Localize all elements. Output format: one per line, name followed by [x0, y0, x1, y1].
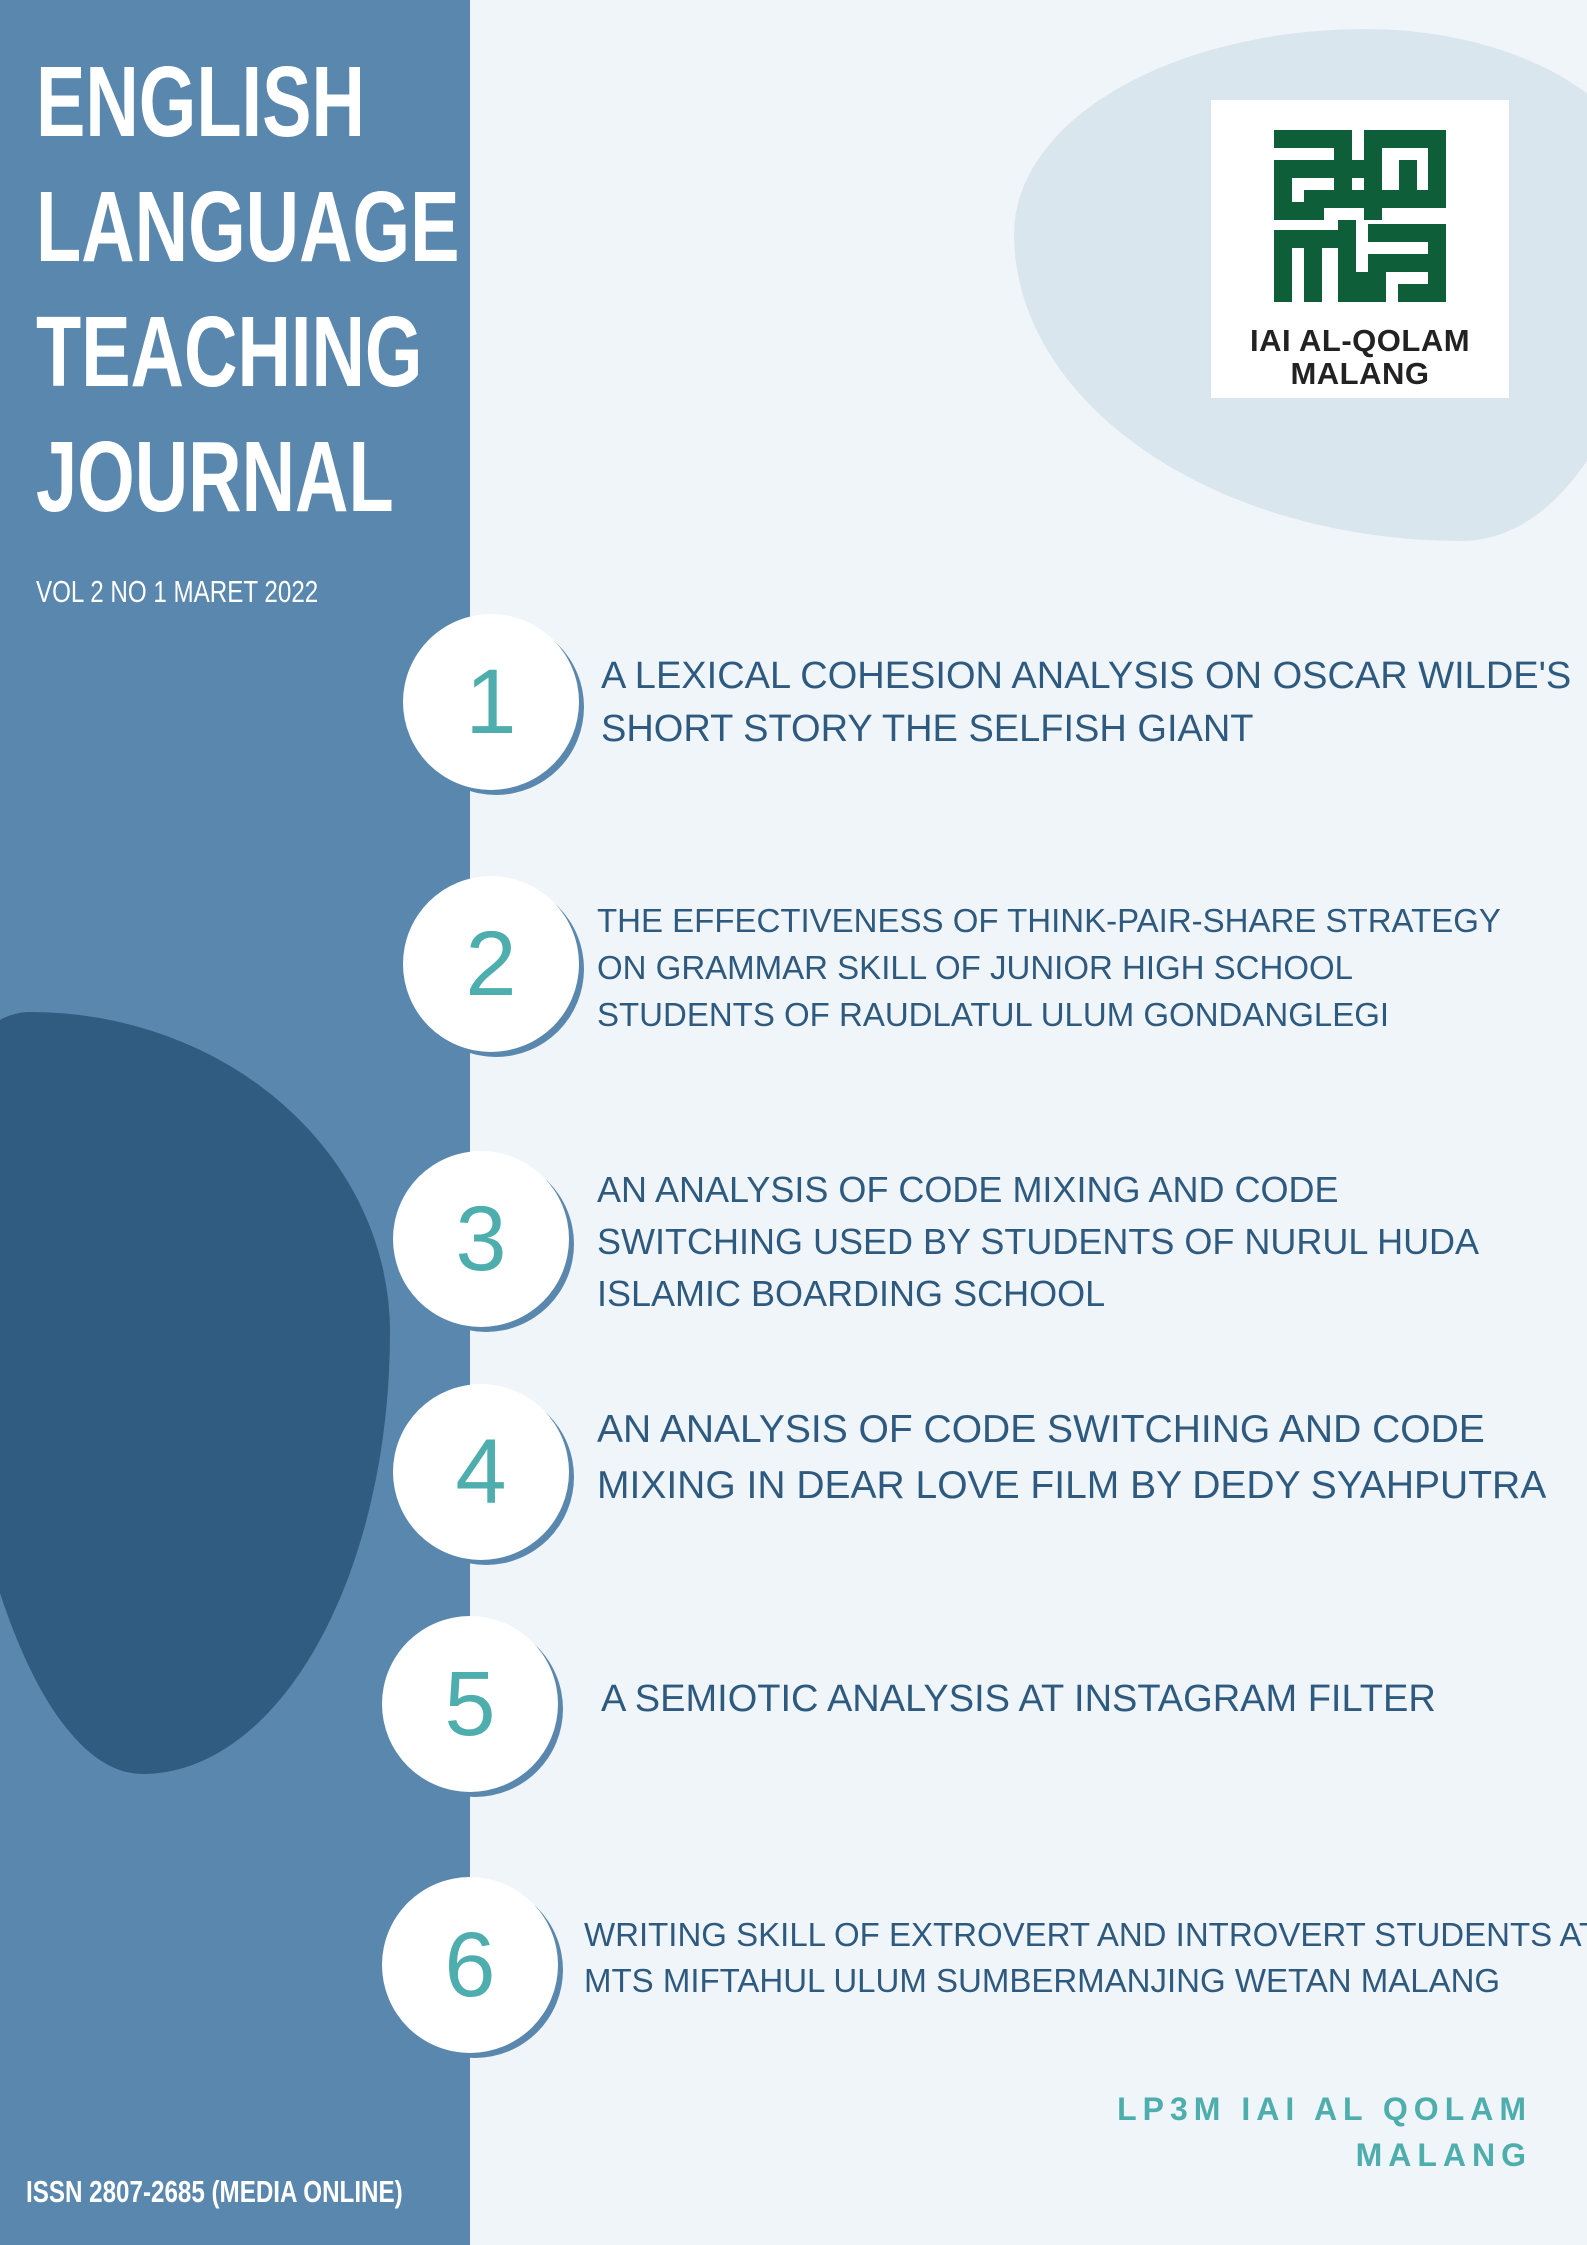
- title-line: JOURNAL: [36, 421, 394, 533]
- article-title-line: A SEMIOTIC ANALYSIS AT INSTAGRAM FILTER: [601, 1678, 1436, 1720]
- article-title[interactable]: A LEXICAL COHESION ANALYSIS ON OSCAR WIL…: [601, 650, 1571, 756]
- article-title-line: AN ANALYSIS OF CODE SWITCHING AND CODE: [597, 1408, 1485, 1451]
- article-title-line: WRITING SKILL OF EXTROVERT AND INTROVERT…: [584, 1916, 1587, 1953]
- institution-logo: IAI AL-QOLAM MALANG: [1211, 100, 1509, 398]
- journal-title: ENGLISH LANGUAGE TEACHING JOURNAL: [36, 40, 459, 540]
- title-line: LANGUAGE: [36, 171, 460, 283]
- article-number-badge: 6: [382, 1877, 558, 2053]
- article-title-line: SHORT STORY THE SELFISH GIANT: [601, 708, 1254, 750]
- article-title-line: MIXING IN DEAR LOVE FILM BY DEDY SYAHPUT…: [597, 1464, 1547, 1507]
- publisher: LP3M IAI AL QOLAM MALANG: [1117, 2086, 1532, 2178]
- logo-text: IAI AL-QOLAM MALANG: [1211, 324, 1509, 390]
- article-number-badge: 4: [393, 1384, 569, 1560]
- article-number-badge: 3: [393, 1151, 569, 1327]
- article-title-line: STUDENTS OF RAUDLATUL ULUM GONDANGLEGI: [597, 996, 1390, 1033]
- article-title-line: AN ANALYSIS OF CODE MIXING AND CODE: [597, 1169, 1339, 1210]
- article-title-line: SWITCHING USED BY STUDENTS OF NURUL HUDA: [597, 1221, 1480, 1262]
- article-title-line: THE EFFECTIVENESS OF THINK-PAIR-SHARE ST…: [597, 902, 1501, 939]
- logo-line: MALANG: [1290, 356, 1430, 391]
- article-title[interactable]: AN ANALYSIS OF CODE MIXING AND CODE SWIT…: [597, 1164, 1479, 1320]
- title-line: ENGLISH: [36, 46, 365, 158]
- logo-line: IAI AL-QOLAM: [1249, 323, 1471, 358]
- article-title[interactable]: WRITING SKILL OF EXTROVERT AND INTROVERT…: [584, 1912, 1587, 2004]
- article-title[interactable]: AN ANALYSIS OF CODE SWITCHING AND CODE M…: [597, 1402, 1546, 1514]
- article-title-line: ISLAMIC BOARDING SCHOOL: [597, 1273, 1106, 1314]
- logo-emblem-icon: [1274, 130, 1446, 302]
- article-title[interactable]: THE EFFECTIVENESS OF THINK-PAIR-SHARE ST…: [597, 897, 1501, 1038]
- sidebar: [0, 0, 470, 2245]
- decorative-blob-left: [0, 1012, 390, 1774]
- article-title-line: A LEXICAL COHESION ANALYSIS ON OSCAR WIL…: [601, 655, 1572, 697]
- publisher-line: LP3M IAI AL QOLAM: [1117, 2091, 1532, 2127]
- article-title-line: MTS MIFTAHUL ULUM SUMBERMANJING WETAN MA…: [584, 1962, 1501, 1999]
- article-title[interactable]: A SEMIOTIC ANALYSIS AT INSTAGRAM FILTER: [601, 1673, 1436, 1725]
- article-title-line: ON GRAMMAR SKILL OF JUNIOR HIGH SCHOOL: [597, 949, 1354, 986]
- issn: ISSN 2807-2685 (MEDIA ONLINE): [26, 2174, 403, 2209]
- publisher-line: MALANG: [1355, 2137, 1532, 2173]
- article-number-badge: 5: [382, 1616, 558, 1792]
- volume-info: VOL 2 NO 1 MARET 2022: [36, 574, 319, 609]
- article-number-badge: 2: [403, 876, 579, 1052]
- article-number-badge: 1: [403, 614, 579, 790]
- title-line: TEACHING: [36, 296, 423, 408]
